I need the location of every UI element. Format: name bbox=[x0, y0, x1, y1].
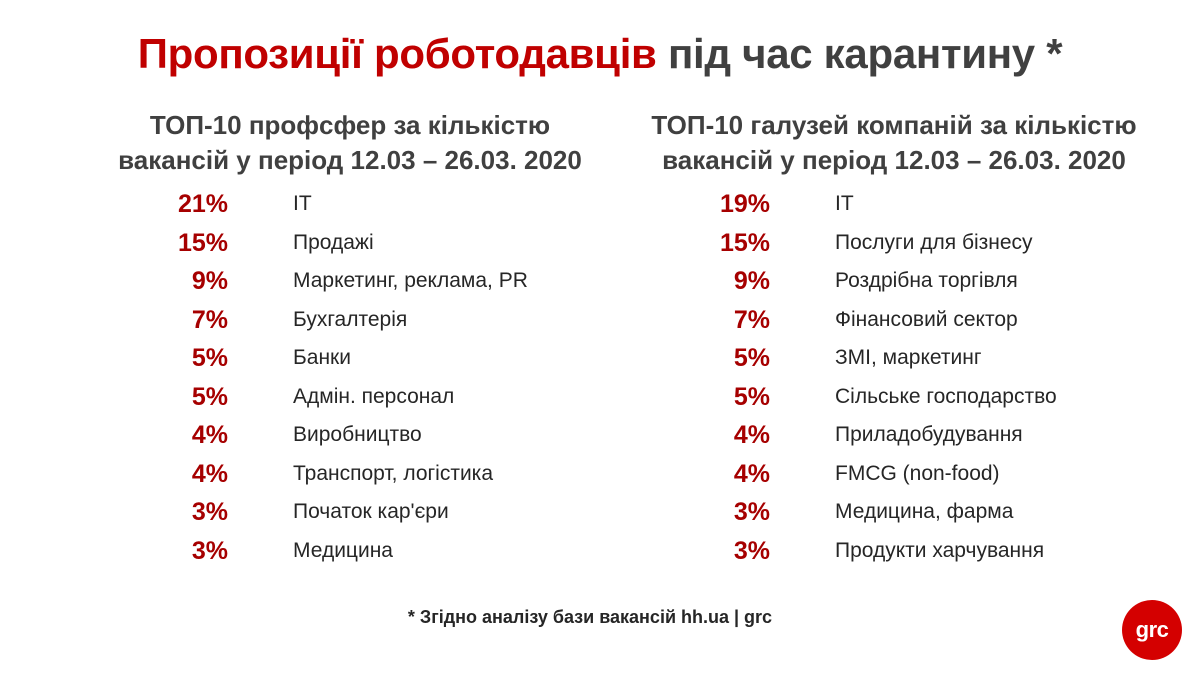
percent-value: 3% bbox=[191, 536, 228, 565]
logo-text: grc bbox=[1135, 617, 1169, 642]
item-label: Виробництво bbox=[293, 423, 422, 446]
percent-value: 7% bbox=[191, 305, 228, 334]
title-accent: Пропозиції роботодавців bbox=[137, 30, 657, 77]
percent-value: 5% bbox=[733, 344, 770, 372]
percent-value: 5% bbox=[191, 344, 228, 372]
right-heading-line1: ТОП-10 галузей компаній за кількістю bbox=[651, 110, 1137, 140]
percent-value: 19% bbox=[719, 190, 770, 218]
right-heading-line2: вакансій у період 12.03 – 26.03. 2020 bbox=[662, 145, 1126, 175]
item-label: Медицина bbox=[293, 538, 393, 562]
item-label: Сільське господарство bbox=[835, 384, 1057, 408]
item-label: IT bbox=[835, 192, 854, 215]
footnote: * Згідно аналізу бази вакансій hh.ua | g… bbox=[407, 607, 773, 627]
item-label: Початок кар'єри bbox=[293, 500, 449, 523]
left-column-heading: ТОП-10 профсфер за кількістю вакансій у … bbox=[70, 108, 630, 178]
item-label: Продукти харчування bbox=[835, 538, 1045, 562]
item-label: IT bbox=[293, 192, 312, 215]
right-column-heading: ТОП-10 галузей компаній за кількістю вак… bbox=[614, 108, 1174, 178]
left-heading-line2: вакансій у період 12.03 – 26.03. 2020 bbox=[118, 145, 582, 175]
item-label: Транспорт, логістика bbox=[293, 461, 494, 485]
percent-value: 3% bbox=[191, 498, 228, 526]
page-title: Пропозиції роботодавців під час карантин… bbox=[0, 30, 1200, 78]
percent-value: 3% bbox=[733, 498, 770, 526]
item-label: Медицина, фарма bbox=[835, 500, 1014, 523]
percent-value: 4% bbox=[733, 459, 770, 488]
percent-value: 9% bbox=[733, 267, 770, 295]
item-label: Фінансовий сектор bbox=[835, 307, 1018, 331]
title-rest: під час карантину * bbox=[656, 30, 1063, 77]
item-label: Бухгалтерія bbox=[293, 307, 408, 331]
item-label: Банки bbox=[293, 346, 351, 369]
percent-value: 15% bbox=[719, 228, 770, 257]
percent-value: 4% bbox=[191, 421, 228, 449]
item-label: Послуги для бізнесу bbox=[835, 230, 1033, 254]
percent-value: 15% bbox=[177, 228, 228, 257]
percent-value: 4% bbox=[733, 421, 770, 449]
item-label: Адмін. персонал bbox=[293, 384, 455, 408]
item-label: Продажі bbox=[293, 230, 374, 254]
item-label: FMCG (non-food) bbox=[835, 461, 1000, 485]
percent-value: 5% bbox=[191, 382, 228, 411]
percent-value: 7% bbox=[733, 305, 770, 334]
percent-value: 21% bbox=[177, 190, 228, 218]
percent-value: 4% bbox=[191, 459, 228, 488]
percent-value: 3% bbox=[733, 536, 770, 565]
item-label: Маркетинг, реклама, PR bbox=[293, 269, 528, 292]
left-heading-line1: ТОП-10 профсфер за кількістю bbox=[149, 110, 551, 140]
grc-logo: grc bbox=[1122, 600, 1182, 660]
item-label: Роздрібна торгівля bbox=[835, 269, 1018, 292]
item-label: Приладобудування bbox=[835, 423, 1023, 446]
item-label: ЗМІ, маркетинг bbox=[835, 346, 982, 369]
percent-value: 5% bbox=[733, 382, 770, 411]
percent-value: 9% bbox=[191, 267, 228, 295]
